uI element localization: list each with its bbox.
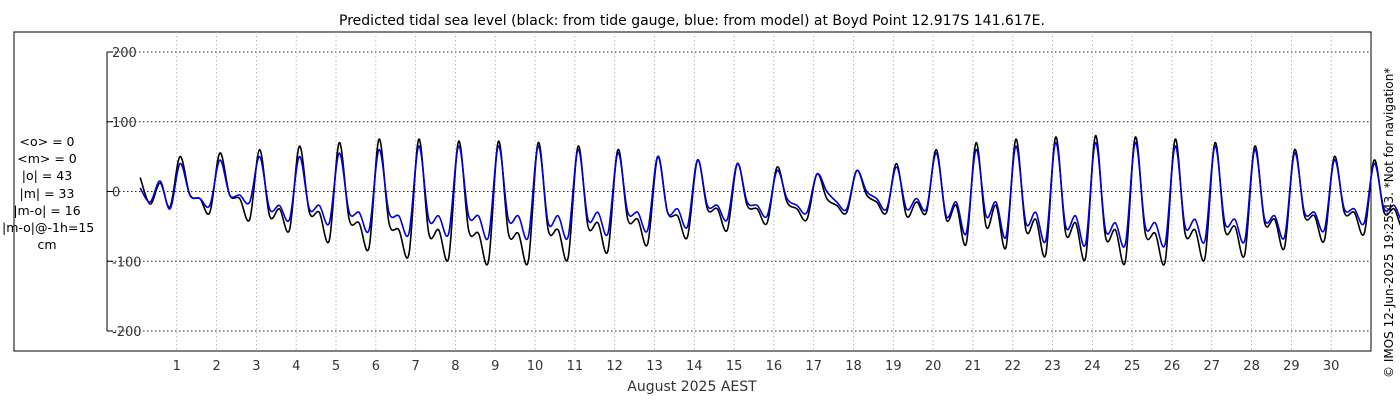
x-tick-label: 28 (1243, 359, 1260, 374)
x-tick-label: 29 (1283, 359, 1300, 374)
stat-mean-model: <m> = 0 (17, 151, 77, 167)
x-tick-label: 21 (965, 359, 982, 374)
x-tick-label: 15 (726, 359, 743, 374)
series-line-tide-gauge (139, 134, 1400, 266)
x-tick-label: 4 (292, 359, 300, 374)
x-tick-label: 25 (1124, 359, 1141, 374)
chart-title: Predicted tidal sea level (black: from t… (339, 13, 1045, 29)
x-tick-label: 6 (372, 359, 380, 374)
stat-abs-model: |m| = 33 (19, 185, 75, 201)
x-tick-label: 3 (252, 359, 260, 374)
stat-unit: cm (37, 237, 57, 253)
grid-lines (107, 32, 1371, 351)
x-tick-label: 30 (1323, 359, 1340, 374)
x-tick-label: 9 (491, 359, 499, 374)
y-tick-label: 0 (112, 186, 120, 201)
copyright-note: © IMOS 12-Jun-2025 19:25:43. *Not for na… (1382, 68, 1396, 378)
x-tick-label: 22 (1004, 359, 1021, 374)
x-tick-label: 12 (606, 359, 623, 374)
y-tick-label: 100 (112, 116, 137, 131)
x-tick-label: 19 (885, 359, 902, 374)
x-tick-label: 20 (925, 359, 942, 374)
x-tick-label: 7 (412, 359, 420, 374)
stat-abs-diff-lag: |m-o|@-1h=15 (2, 220, 95, 236)
x-tick-label: 16 (766, 359, 783, 374)
x-tick-label: 5 (332, 359, 340, 374)
x-tick-label: 14 (686, 359, 703, 374)
stat-abs-observed: |o| = 43 (21, 168, 73, 184)
x-tick-label: 11 (567, 359, 584, 374)
y-tick-label: 200 (112, 46, 137, 61)
x-tick-label: 23 (1044, 359, 1061, 374)
y-tick-label: -200 (112, 325, 142, 340)
series-line-model (139, 141, 1400, 248)
x-tick-label: 27 (1204, 359, 1221, 374)
data-series (139, 134, 1400, 266)
x-tick-label: 1 (173, 359, 181, 374)
y-tick-label: -100 (112, 255, 142, 270)
stats-panel: <o> = 0 <m> = 0 |o| = 43 |m| = 33 |m-o| … (2, 133, 95, 253)
plot-frame (13, 31, 1372, 352)
x-tick-label: 18 (845, 359, 862, 374)
x-tick-label: 10 (527, 359, 544, 374)
stat-mean-observed: <o> = 0 (19, 134, 75, 149)
x-tick-label: 26 (1164, 359, 1181, 374)
x-tick-label: 2 (212, 359, 220, 374)
stat-abs-diff: |m-o| = 16 (13, 202, 81, 218)
x-tick-label: 24 (1084, 359, 1101, 374)
x-tick-label: 17 (805, 359, 822, 374)
x-axis-label: August 2025 AEST (627, 379, 757, 395)
x-tick-label: 13 (646, 359, 663, 374)
x-tick-label: 8 (451, 359, 459, 374)
